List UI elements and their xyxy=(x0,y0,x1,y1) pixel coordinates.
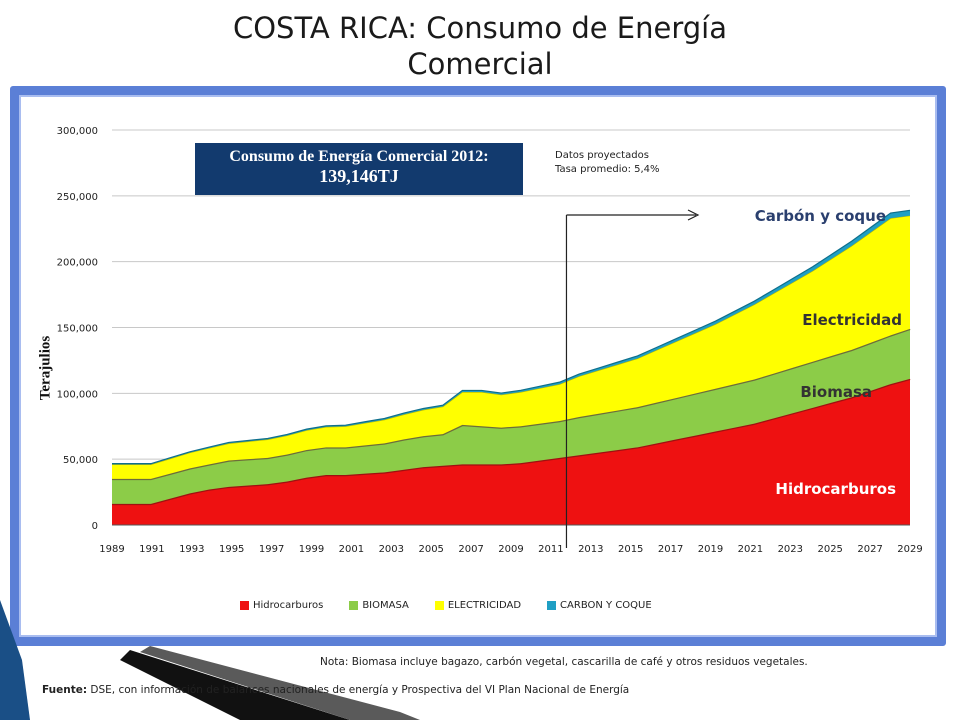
y-tick-label: 300,000 xyxy=(57,126,98,137)
legend-label: Hidrocarburos xyxy=(253,600,324,611)
y-tick-label: 50,000 xyxy=(63,455,98,466)
swoosh-left-band xyxy=(0,600,30,720)
x-tick-label: 1995 xyxy=(219,544,244,555)
legend-label: ELECTRICIDAD xyxy=(447,600,522,611)
area-hidrocarburos xyxy=(112,378,910,525)
x-tick-label: 1999 xyxy=(299,544,324,555)
x-tick-label: 2009 xyxy=(498,544,523,555)
projection-line-2: Tasa promedio: 5,4% xyxy=(555,164,660,175)
area-edge xyxy=(112,214,911,466)
projection-arrowhead xyxy=(687,209,700,221)
legend-item-biomasa: BIOMASA xyxy=(349,600,409,611)
annotation-carb-n-y-coque: Carbón y coque xyxy=(755,207,886,225)
legend: Hidrocarburos BIOMASA ELECTRICIDAD CARBON Y… xyxy=(240,600,678,611)
legend-item-hidrocarburos: Hidrocarburos xyxy=(240,600,323,611)
projection-note: Datos proyectados Tasa promedio: 5,4% xyxy=(555,149,660,177)
x-tick-label: 2025 xyxy=(817,544,842,555)
footnote: Nota: Biomasa incluye bagazo, carbón veg… xyxy=(320,656,808,668)
annotation-electricidad: Electricidad xyxy=(802,311,902,329)
y-tick-label: 0 xyxy=(92,521,98,532)
x-tick-label: 2021 xyxy=(738,544,763,555)
projection-line-1: Datos proyectados xyxy=(555,150,649,161)
legend-swatch xyxy=(240,601,249,610)
title-line-1: COSTA RICA: Consumo de Energía xyxy=(232,11,727,45)
x-tick-label: 2013 xyxy=(578,544,603,555)
y-tick-label: 100,000 xyxy=(57,389,98,400)
x-tick-label: 2003 xyxy=(379,544,404,555)
x-tick-label: 1989 xyxy=(99,544,124,555)
info-box-line-1: Consumo de Energía Comercial 2012: xyxy=(229,148,489,165)
x-tick-label: 2027 xyxy=(857,544,882,555)
area-biomasa xyxy=(112,328,910,504)
legend-swatch xyxy=(349,601,359,610)
y-tick-label: 200,000 xyxy=(57,258,98,269)
info-box: Consumo de Energía Comercial 2012: 139,1… xyxy=(195,143,523,195)
decorative-swoosh xyxy=(0,600,420,720)
annotation-biomasa: Biomasa xyxy=(800,383,872,401)
legend-swatch xyxy=(547,601,557,610)
swoosh-dark-band xyxy=(120,650,350,720)
x-tick-label: 2019 xyxy=(698,544,723,555)
source-label: Fuente: xyxy=(42,684,88,696)
swoosh-gray-band xyxy=(140,646,420,720)
x-tick-label: 2005 xyxy=(418,544,443,555)
slide-title: COSTA RICA: Consumo de Energía Comercial xyxy=(0,10,960,82)
annotation-hidrocarburos: Hidrocarburos xyxy=(775,480,896,498)
x-tick-label: 2001 xyxy=(339,544,364,555)
x-tick-label: 2029 xyxy=(897,544,922,555)
title-line-2: Comercial xyxy=(407,47,553,81)
x-tick-label: 1997 xyxy=(259,544,284,555)
y-tick-label: 150,000 xyxy=(57,324,98,335)
x-tick-label: 2023 xyxy=(778,544,803,555)
legend-item-electricidad: ELECTRICIDAD xyxy=(434,600,522,611)
source-text: DSE, con información de balances naciona… xyxy=(87,684,630,696)
x-tick-label: 2017 xyxy=(658,544,683,555)
x-tick-label: 1991 xyxy=(139,544,164,555)
x-tick-label: 2007 xyxy=(458,544,483,555)
x-tick-label: 2011 xyxy=(538,544,563,555)
legend-label: CARBON Y COQUE xyxy=(560,600,652,611)
y-axis-label: Terajulios xyxy=(37,335,54,401)
info-box-line-2: 139,146TJ xyxy=(319,166,399,186)
area-edge xyxy=(112,209,911,465)
legend-swatch xyxy=(434,601,444,610)
y-tick-label: 250,000 xyxy=(57,192,98,203)
source-line: Fuente: DSE, con información de balances… xyxy=(42,684,629,696)
x-tick-label: 1993 xyxy=(179,544,204,555)
legend-item-carb-n-y-coque: CARBON Y COQUE xyxy=(547,600,652,611)
legend-label: BIOMASA xyxy=(362,600,409,611)
x-tick-label: 2015 xyxy=(618,544,643,555)
